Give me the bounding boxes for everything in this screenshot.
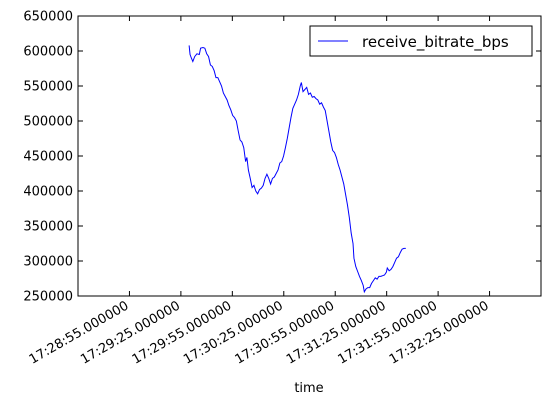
x-axis-title: time: [294, 381, 323, 396]
series-layer: [189, 45, 406, 291]
y-tick-label: 550000: [23, 80, 73, 95]
y-tick-label: 650000: [23, 10, 73, 25]
series-line-receive_bitrate_bps: [189, 45, 406, 291]
y-tick-label: 350000: [23, 220, 73, 235]
y-tick-label: 450000: [23, 150, 73, 165]
legend-label: receive_bitrate_bps: [362, 33, 509, 52]
y-tick-label: 500000: [23, 115, 73, 130]
y-tick-label: 300000: [23, 255, 73, 270]
y-tick-label: 250000: [23, 290, 73, 305]
plot-frame: [78, 16, 541, 296]
y-tick-label: 600000: [23, 45, 73, 60]
legend: receive_bitrate_bps: [310, 26, 532, 56]
y-tick-label: 400000: [23, 185, 73, 200]
x-axis: 17:28:55.00000017:29:25.00000017:29:55.0…: [27, 16, 492, 368]
